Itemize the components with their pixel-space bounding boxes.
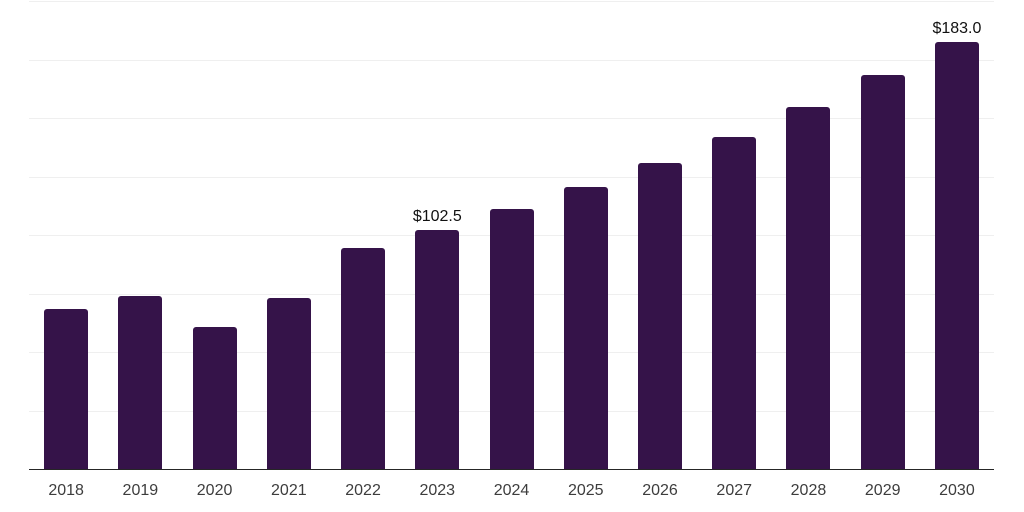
bar-slot-2025 [549,2,623,470]
bar-slot-2029 [846,2,920,470]
bar-2023 [415,230,460,470]
bar-2026 [637,162,682,470]
bar-slot-2024 [474,2,548,470]
bar-slot-2028 [771,2,845,470]
plot-area: $102.5 $183.0 [29,1,994,470]
bar-2022 [341,248,386,470]
bar-slot-2022 [326,2,400,470]
x-tick-2030: 2030 [939,482,975,499]
bar-2025 [563,186,608,470]
gridline-125 [29,176,994,178]
x-axis-line [29,469,994,470]
x-tick-2025: 2025 [567,482,604,499]
bar-2027 [712,136,757,470]
bar-2019 [118,296,163,470]
x-tick-2020: 2020 [196,482,233,499]
bar-2021 [266,298,311,470]
bar-2030 [934,41,979,470]
x-axis-tick-labels: 2018 2019 2020 2021 2022 2023 2024 2025 2026 2027… [29,481,994,500]
bar-2029 [860,75,905,470]
x-tick-2029: 2029 [864,482,901,499]
x-tick-2027: 2027 [716,482,753,499]
gridline-200 [29,1,994,2]
x-tick-2024: 2024 [493,482,530,499]
bar-slot-2021 [252,2,326,470]
bar-slot-2019 [103,2,177,470]
data-label-2030: $183.0 [932,19,982,37]
x-tick-2019: 2019 [122,482,159,499]
x-tick-2022: 2022 [345,482,381,499]
x-tick-2028: 2028 [790,482,827,499]
data-label-2023: $102.5 [412,208,462,226]
bar-2024 [489,209,534,470]
x-tick-2021: 2021 [271,482,307,499]
gridline-175 [29,59,994,61]
bar-2020 [192,327,237,470]
bars-container: $102.5 $183.0 [29,2,994,470]
bar-slot-2023: $102.5 [400,2,474,470]
bar-slot-2027 [697,2,771,470]
bar-2028 [786,107,831,470]
x-tick-2018: 2018 [48,482,84,499]
x-tick-2023: 2023 [419,482,456,499]
bar-slot-2030: $183.0 [920,2,994,470]
bar-slot-2026 [623,2,697,470]
bar-slot-2020 [177,2,251,470]
gridline-150 [29,118,994,119]
bar-2018 [44,309,89,470]
bar-slot-2018 [29,2,103,470]
x-tick-2026: 2026 [642,482,678,499]
